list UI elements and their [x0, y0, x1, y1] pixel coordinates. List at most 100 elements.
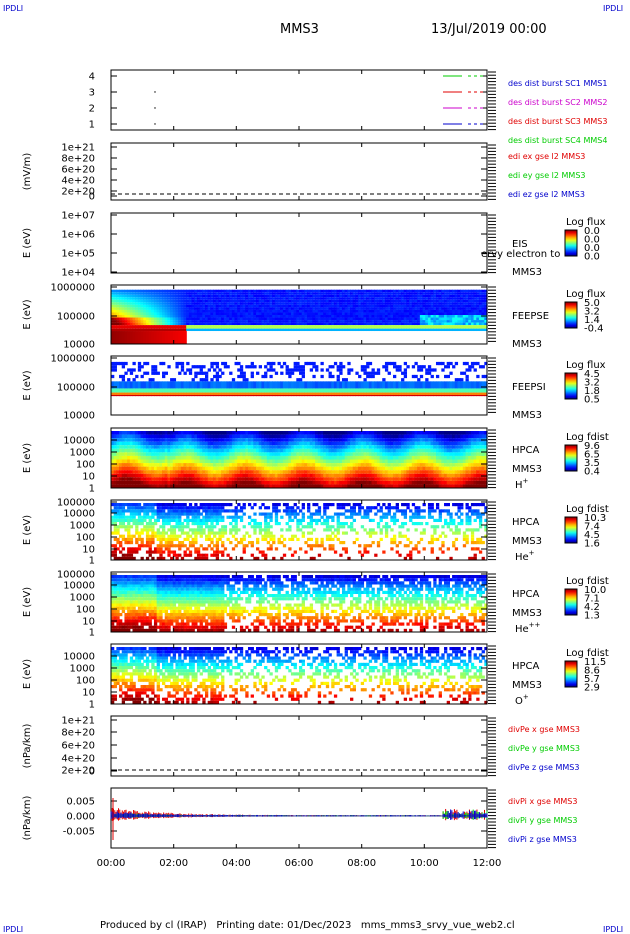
feepse-pixel — [218, 320, 222, 323]
hpca_h-pixel — [215, 466, 220, 471]
feepse-pixel — [339, 299, 343, 303]
feepsi-pixel — [320, 392, 324, 395]
feepse-pixel — [140, 307, 144, 310]
feepse-pixel — [253, 312, 257, 316]
feepsi-pixel — [454, 388, 459, 393]
hpca_h-pixel — [167, 466, 171, 471]
feepse-pixel — [465, 297, 469, 300]
feepse-pixel — [264, 289, 268, 293]
feepsi-pixel — [341, 381, 346, 389]
feepse-pixel — [476, 292, 480, 295]
feepse-pixel — [481, 302, 485, 305]
feepse-pixel — [395, 302, 399, 305]
hpca_h-pixel — [360, 473, 365, 478]
feepse-pixel — [148, 304, 152, 308]
feepse-pixel — [282, 299, 287, 303]
hpca_h-pixel — [223, 484, 228, 488]
feepsi-pixel — [366, 371, 370, 375]
hpca_h-pixel — [239, 463, 244, 467]
feepsi-pixel — [387, 392, 391, 395]
feepse-pixel — [172, 297, 177, 300]
feepse-pixel — [336, 315, 340, 318]
hpca_h-pixel — [137, 459, 142, 464]
feepse-pixel — [226, 302, 230, 305]
hpca_h-pixel — [280, 438, 284, 442]
hpca_h-pixel — [315, 459, 319, 464]
hpca_h-pixel — [207, 484, 211, 488]
feepse-pixel — [151, 320, 155, 323]
hpca_h-pixel — [218, 448, 222, 453]
hpca_h-pixel — [307, 463, 311, 467]
hpca_h-pixel — [180, 448, 185, 453]
feepse-pixel — [280, 292, 284, 295]
hpca_h-pixel — [199, 480, 203, 485]
hpca_h-pixel — [309, 473, 314, 478]
hpca_h-pixel — [231, 431, 236, 435]
burst-burst-marker — [154, 107, 156, 109]
feepse-pixel — [465, 322, 469, 326]
feepsi-pixel — [229, 388, 233, 393]
feepsi-pixel — [250, 381, 254, 389]
feepsi-pixel — [180, 394, 185, 397]
hpca_h-pixel — [315, 448, 319, 453]
hpca_h-pixel — [315, 455, 319, 460]
hpca_h-pixel — [290, 473, 295, 478]
hpca_h-pixel — [333, 445, 338, 449]
hpca_h-pixel — [132, 452, 136, 456]
hpca_h-pixel — [304, 480, 308, 485]
hpca_h-pixel — [237, 466, 241, 471]
feepse-pixel — [336, 307, 340, 310]
feepse-pixel — [175, 312, 179, 316]
hpca_h-pixel — [175, 477, 179, 481]
hpca_h-pixel — [116, 484, 120, 488]
feepse-pixel — [175, 331, 179, 344]
hpca_h-pixel — [366, 431, 370, 435]
feepsi-pixel — [417, 388, 421, 393]
feepse-pixel — [282, 328, 287, 332]
feepse-pixel — [438, 299, 442, 303]
feepse-pixel — [460, 292, 464, 295]
feepse-pixel — [119, 302, 123, 305]
hpca_h-pixel — [333, 434, 338, 439]
feepse-pixel — [274, 307, 279, 310]
feepse-pixel — [460, 317, 464, 321]
hpca_h-pixel — [317, 480, 322, 485]
feepse-pixel — [457, 309, 461, 313]
hpca_h-pixel — [341, 438, 346, 442]
hpca_h-pixel — [148, 463, 152, 467]
hpca_h-pixel — [247, 466, 252, 471]
feepsi-pixel — [119, 392, 123, 395]
feepse-pixel — [358, 309, 362, 313]
edi-legend-entry: edi ez gse l2 MMS3 — [508, 190, 585, 199]
feepse-pixel — [339, 322, 343, 326]
hpca_h-pixel — [170, 455, 174, 460]
feepse-pixel — [422, 307, 426, 310]
feepse-pixel — [358, 328, 362, 332]
feepsi-pixel — [207, 368, 211, 372]
feepsi-pixel — [148, 392, 152, 395]
hpca_h-pixel — [215, 445, 220, 449]
feepse-pixel — [226, 289, 230, 293]
feepse-pixel — [444, 289, 448, 293]
hpca_h-pixel — [360, 448, 365, 453]
hpca_h-pixel — [156, 445, 160, 449]
feepsi-pixel — [196, 392, 201, 395]
feepse-pixel — [344, 325, 348, 329]
feepse-pixel — [253, 320, 257, 323]
hpca_h-pixel — [341, 480, 346, 485]
feepsi-pixel — [393, 374, 397, 379]
feepsi-pixel — [406, 388, 410, 393]
feepse-pixel — [454, 307, 459, 310]
hpca_h-pixel — [191, 459, 195, 464]
feepse-pixel — [422, 315, 426, 318]
hpca_h-pixel — [331, 431, 335, 435]
feepse-pixel — [409, 315, 413, 318]
feepsi-pixel — [124, 394, 128, 397]
feepse-pixel — [470, 299, 475, 303]
hpca_h-pixel — [277, 484, 281, 488]
feepse-pixel — [406, 289, 410, 293]
feepse-pixel — [191, 307, 195, 310]
feepsi-pixel — [299, 394, 303, 397]
feepse-pixel — [127, 315, 131, 318]
hpca_h-pixel — [368, 441, 373, 446]
